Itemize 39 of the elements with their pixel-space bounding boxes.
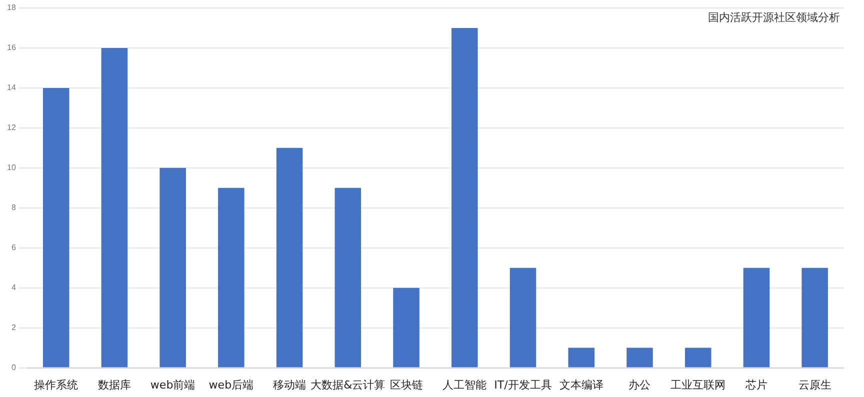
bar <box>626 348 653 368</box>
y-tick-label: 8 <box>11 203 16 212</box>
bar <box>101 48 128 368</box>
x-tick-label: 移动端 <box>273 378 306 392</box>
y-tick-label: 18 <box>6 3 16 12</box>
x-tick-label: 大数据&云计算 <box>310 378 386 392</box>
x-tick-label: 数据库 <box>98 378 131 392</box>
y-tick-label: 0 <box>11 363 16 372</box>
y-tick-label: 2 <box>11 323 16 332</box>
bar <box>334 188 362 368</box>
chart-title: 国内活跃开源社区领域分析 <box>708 10 840 24</box>
y-tick-label: 14 <box>6 83 16 92</box>
y-tick-label: 6 <box>11 243 16 252</box>
x-tick-label: 办公 <box>628 378 651 392</box>
x-tick-label: 工业互联网 <box>670 378 726 392</box>
bar <box>684 348 712 368</box>
bar <box>452 28 478 368</box>
x-tick-label: 文本编译 <box>559 378 604 392</box>
bar <box>160 168 186 368</box>
bar <box>568 348 594 368</box>
x-tick-label: web前端 <box>150 378 196 392</box>
bar <box>218 188 244 368</box>
bar <box>802 268 828 368</box>
bar <box>743 268 770 368</box>
x-tick-label: 人工智能 <box>442 378 487 392</box>
x-tick-label: 操作系统 <box>34 378 78 392</box>
bar <box>510 268 536 368</box>
bar <box>393 288 420 368</box>
y-tick-label: 4 <box>11 283 16 292</box>
bar <box>276 148 303 368</box>
x-tick-label: 云原生 <box>798 378 832 392</box>
x-tick-label: IT/开发工具 <box>494 378 552 392</box>
bar <box>42 88 70 368</box>
x-tick-label: web后端 <box>208 378 254 392</box>
y-tick-label: 10 <box>6 163 16 172</box>
y-tick-label: 16 <box>6 43 16 52</box>
y-tick-label: 12 <box>6 123 16 132</box>
x-tick-label: 芯片 <box>744 378 768 392</box>
x-tick-label: 区块链 <box>390 378 423 392</box>
